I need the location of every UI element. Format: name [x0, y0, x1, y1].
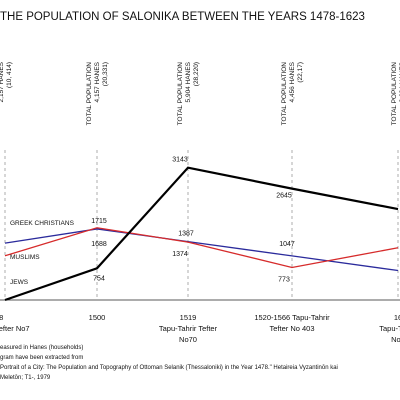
series-line — [4, 228, 399, 272]
x-tick-label: 1500 — [89, 313, 106, 322]
column-annotation: TOTAL POPULATION — [391, 62, 398, 126]
x-tick-label: No70 — [179, 335, 197, 344]
column-annotation: 2,157 HANES — [0, 61, 5, 102]
column-annotation: TOTAL POPULATION — [177, 62, 184, 126]
footnote: easured in Hanes (households) — [0, 345, 83, 351]
x-tick-label: 16 — [394, 313, 400, 322]
value-label: 1387 — [178, 231, 194, 238]
value-label: 3143 — [172, 157, 188, 164]
footnote: Portrait of a City: The Population and T… — [0, 365, 338, 371]
column-annotation: 5,904 HANES — [185, 61, 192, 102]
value-label: 1688 — [91, 241, 107, 248]
column-annotation: (28,220) — [193, 62, 200, 86]
footnote: Meletōn; T1-, 1979 — [0, 375, 51, 381]
value-label: 773 — [278, 276, 290, 283]
value-label: 1374 — [172, 251, 188, 258]
value-label: 1715 — [91, 218, 107, 225]
column-annotation: 4,456 HANES — [289, 61, 296, 102]
series-line — [4, 166, 399, 302]
x-tick-label: 1520-1566 Tapu-Tahrir — [254, 313, 330, 322]
value-label: 754 — [93, 275, 105, 282]
series-label: GREEK CHRISTIANS — [10, 220, 75, 227]
chart-title: THE POPULATION OF SALONIKA BETWEEN THE Y… — [0, 11, 365, 23]
x-tick-label: Tapu-Tahrir Tefter — [159, 324, 218, 333]
column-annotation: 4,157 HANES — [94, 61, 101, 102]
column-annotation: (20,331) — [102, 62, 109, 86]
x-tick-label: Tapu-Tahrir — [379, 324, 400, 333]
x-tick-label: No7 — [391, 335, 400, 344]
series-label: JEWS — [10, 279, 29, 286]
x-tick-label: 78 — [0, 313, 3, 322]
value-label: 2645 — [276, 193, 292, 200]
column-annotation: TOTAL POPULATION — [86, 62, 93, 126]
value-label: 1047 — [279, 241, 295, 248]
series-label: MUSLIMS — [10, 254, 40, 261]
column-annotation: TOTAL POPULATION — [281, 62, 288, 126]
x-tick-label: Tefter No 403 — [269, 324, 314, 333]
column-annotation: (22,17) — [297, 62, 304, 83]
footnote: gram have been extracted from — [0, 355, 83, 361]
x-tick-label: 1519 — [180, 313, 197, 322]
series-line — [4, 227, 399, 269]
column-annotation: (10, 414) — [6, 62, 13, 88]
x-tick-label: Tefter No7 — [0, 324, 30, 333]
